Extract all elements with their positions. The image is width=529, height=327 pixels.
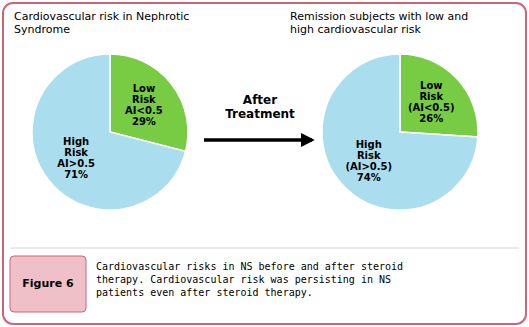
pie-chart: Remission subjects with low andhigh card… xyxy=(290,10,478,210)
caption: Cardiovascular risks in NS before and af… xyxy=(96,261,403,298)
chart-canvas: Cardiovascular risk in NephroticSyndrome… xyxy=(0,0,529,327)
pie-slice xyxy=(400,54,478,137)
text-line: Low xyxy=(133,83,155,94)
text-line: high cardiovascular risk xyxy=(290,23,421,36)
pie-slice xyxy=(32,54,186,210)
data-label: 29% xyxy=(132,116,156,127)
text-line: High xyxy=(63,136,89,147)
data-label: 71% xyxy=(64,169,88,180)
data-label: 74% xyxy=(357,172,381,183)
chart-title: Remission subjects with low andhigh card… xyxy=(290,10,468,36)
text-line: Risk xyxy=(64,147,88,158)
text-line: therapy. Cardiovascular risk was persist… xyxy=(96,274,391,285)
annotation: AfterTreatment xyxy=(225,93,295,121)
slice-label: LowRisk(AI<0.5) xyxy=(408,80,455,113)
text-line: Remission subjects with low and xyxy=(290,10,468,23)
text-line: High xyxy=(356,139,382,150)
text-line: (AI>0.5) xyxy=(345,161,392,172)
text-line: Treatment xyxy=(225,107,295,121)
text-line: After xyxy=(243,93,277,107)
slice-label: LowRiskAI<0.5 xyxy=(125,83,163,116)
chart-title: Cardiovascular risk in NephroticSyndrome xyxy=(14,10,189,36)
text-line: Risk xyxy=(132,94,156,105)
separator xyxy=(10,248,519,249)
border xyxy=(3,3,526,324)
text-line: Cardiovascular risk in Nephrotic xyxy=(14,10,189,23)
figure-label-box xyxy=(10,256,86,312)
slice-label: HighRiskAI>0.5 xyxy=(57,136,95,169)
text-line: Risk xyxy=(419,91,443,102)
text-line: AI<0.5 xyxy=(125,105,163,116)
text-line: Cardiovascular risks in NS before and af… xyxy=(96,261,403,272)
text-line: patients even after steroid therapy. xyxy=(96,287,313,298)
pie: LowRiskAI<0.529%HighRiskAI>0.571% xyxy=(32,54,188,210)
pie-chart: Cardiovascular risk in NephroticSyndrome… xyxy=(14,10,189,210)
text-line: Low xyxy=(420,80,442,91)
text-line: AI>0.5 xyxy=(57,158,95,169)
text-line: (AI<0.5) xyxy=(408,102,455,113)
pie-slice xyxy=(322,54,478,210)
arrow xyxy=(204,138,312,142)
slice-label: HighRisk(AI>0.5) xyxy=(345,139,392,172)
text-line: Syndrome xyxy=(14,23,70,36)
text-line: Risk xyxy=(357,150,381,161)
pie: LowRisk(AI<0.5)26%HighRisk(AI>0.5)74% xyxy=(322,54,478,210)
figure-label: Figure 6 xyxy=(22,277,74,290)
data-label: 26% xyxy=(419,113,443,124)
